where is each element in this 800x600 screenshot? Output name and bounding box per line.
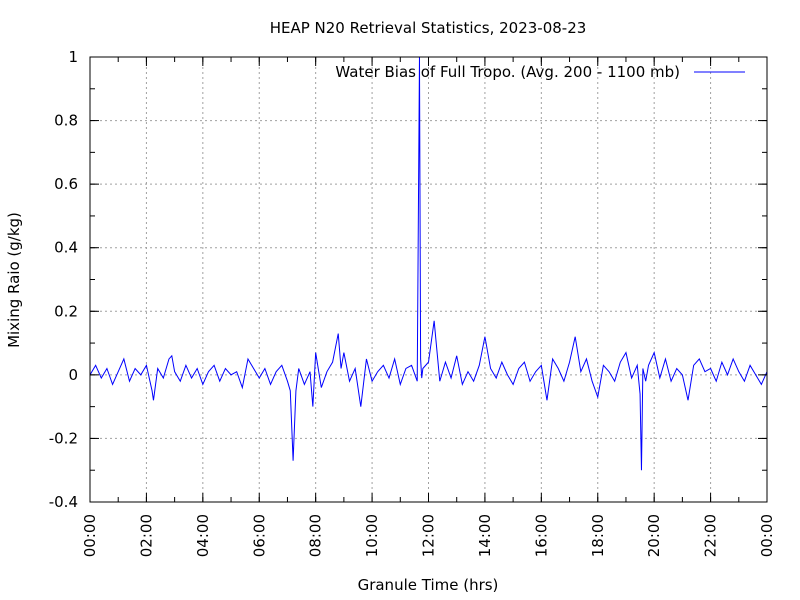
x-tick-label: 10:00: [363, 514, 381, 557]
x-tick-label: 06:00: [250, 514, 268, 557]
x-tick-label: 02:00: [137, 514, 155, 557]
series-line-0: [89, 56, 768, 471]
series-layer: [89, 56, 768, 471]
y-tick-label: 0.6: [54, 175, 78, 193]
x-tick-label: 16:00: [532, 514, 550, 557]
x-tick-label: 12:00: [420, 514, 438, 557]
chart-title: HEAP N20 Retrieval Statistics, 2023-08-2…: [270, 19, 587, 37]
x-tick-labels: 00:00 02:00 04:00 06:00 08:00 10:00 12:00 14:00…: [81, 514, 776, 557]
tick-marks: [89, 56, 768, 503]
x-tick-label: 20:00: [645, 514, 663, 557]
y-tick-labels: -0.4 -0.2 0 0.2 0.4 0.6 0.8 1: [49, 48, 78, 511]
x-tick-label: 22:00: [702, 514, 720, 557]
legend-label: Water Bias of Full Tropo. (Avg. 200 - 11…: [335, 63, 680, 81]
grid-layer: [90, 57, 767, 502]
x-axis-label: Granule Time (hrs): [358, 576, 499, 594]
x-tick-label: 14:00: [476, 514, 494, 557]
x-tick-label: 00:00: [81, 514, 99, 557]
y-tick-label: 0.8: [54, 112, 78, 130]
y-tick-label: 0.4: [54, 239, 78, 257]
y-tick-label: 1: [68, 48, 78, 66]
x-tick-label: 08:00: [307, 514, 325, 557]
y-tick-label: -0.4: [49, 493, 78, 511]
x-tick-label: 04:00: [194, 514, 212, 557]
y-tick-label: -0.2: [49, 429, 78, 447]
y-axis-label: Mixing Raio (g/kg): [5, 212, 23, 348]
x-tick-label: 18:00: [589, 514, 607, 557]
y-tick-label: 0.2: [54, 302, 78, 320]
x-tick-label: 00:00: [758, 514, 776, 557]
legend: Water Bias of Full Tropo. (Avg. 200 - 11…: [335, 63, 745, 81]
y-tick-label: 0: [68, 366, 78, 384]
